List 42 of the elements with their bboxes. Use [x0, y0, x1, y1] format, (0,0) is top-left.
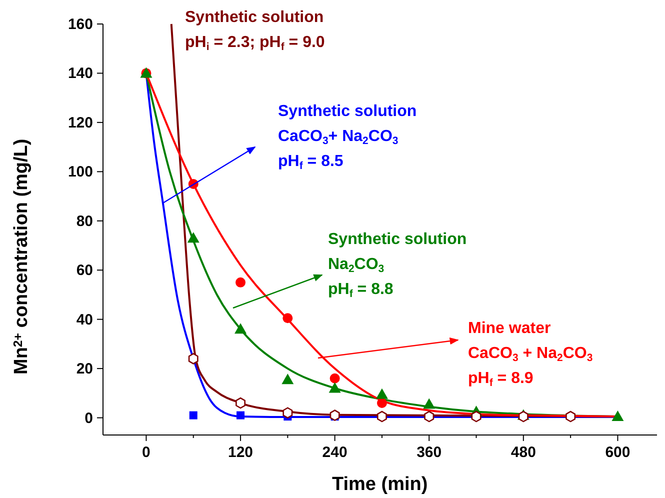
point: [423, 398, 436, 409]
y-tick-label: 0: [84, 410, 93, 427]
point: [566, 410, 576, 422]
text: Mine water CaCO$_{3}$ + Na$_{2}$CO$_{3}$ pH$_{f}$ = 8.9: [468, 320, 593, 389]
point: [330, 410, 340, 421]
point: [471, 410, 482, 422]
text: Synthetic solution Na$_{2}$CO$_{3}$ pH$_{f}$ = 8.8: [328, 231, 467, 300]
point: [234, 323, 247, 334]
text: Synthetic solution CaCO$_{3}$+ Na$_{2}$CO$_{3}$ pH$_{f}$ = 8.5: [278, 103, 417, 172]
y-tick-label: 100: [68, 164, 93, 181]
x-tick-label: 600: [605, 444, 630, 461]
x-tick-label: 360: [416, 444, 442, 461]
y-tick-label: 20: [76, 360, 93, 378]
point: [282, 374, 294, 384]
annotation: Synthetic solution pH$_{i}$ = 2.3; pH$_{f}$ = 9.0: [185, 9, 325, 53]
point: [187, 232, 200, 243]
x-tick-label: 480: [510, 444, 536, 461]
point: [376, 388, 388, 399]
point: [376, 398, 387, 408]
point: [282, 407, 293, 418]
point: [236, 397, 246, 409]
x-tick-label: 120: [228, 444, 254, 461]
x-axis-title: Time (min): [332, 474, 428, 495]
y-tick-label: 40: [76, 311, 93, 328]
point: [424, 410, 434, 422]
y-tick-label: 60: [76, 262, 93, 280]
point: [188, 353, 198, 364]
point: [236, 411, 245, 420]
point: [189, 411, 198, 420]
point: [518, 410, 528, 422]
point: [236, 277, 246, 288]
y-tick-label: 120: [68, 114, 93, 132]
point: [612, 410, 624, 422]
y-tick-label: 160: [68, 16, 93, 33]
point: [330, 373, 340, 384]
x-tick-label: 240: [322, 444, 348, 461]
y-tick-label: 80: [76, 212, 93, 230]
point: [376, 410, 387, 422]
point: [328, 382, 341, 393]
y-tick-label: 140: [68, 65, 93, 82]
x-tick-label: 0: [142, 444, 150, 461]
point: [282, 313, 293, 324]
